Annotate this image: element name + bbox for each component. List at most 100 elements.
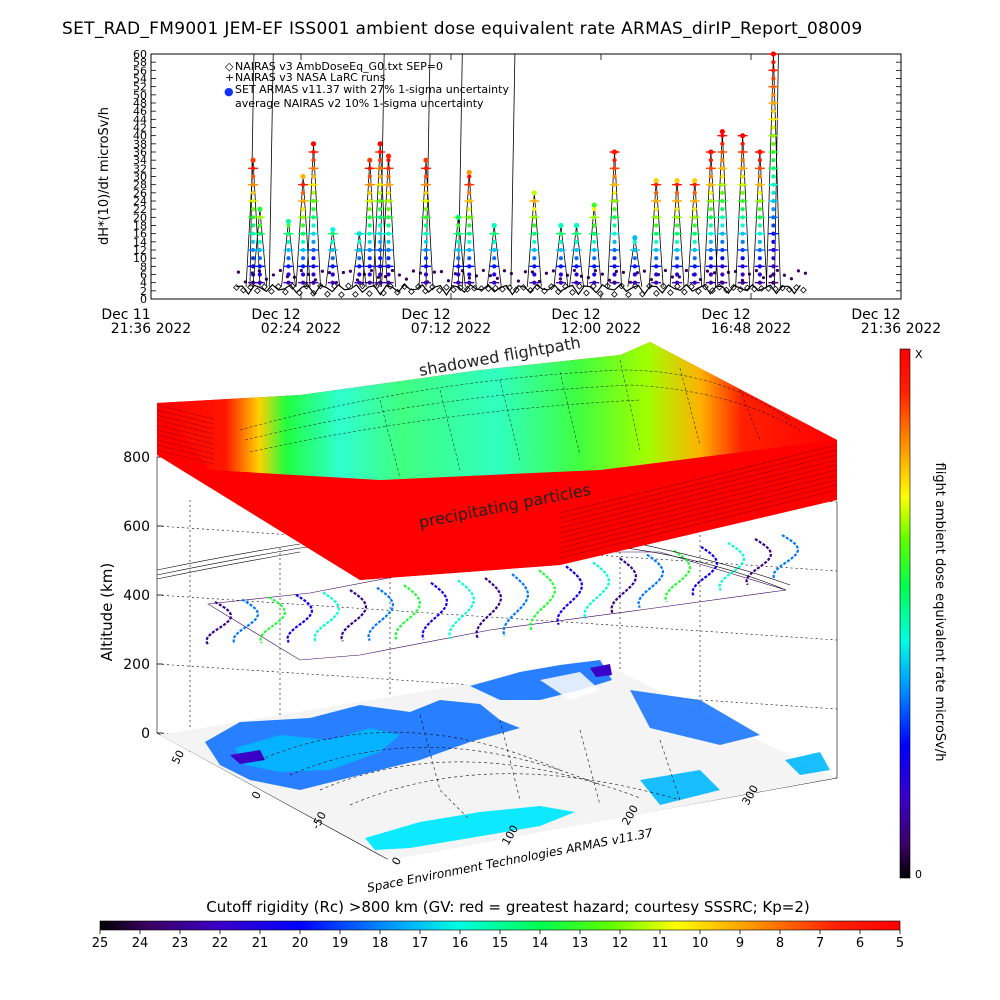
y-tick-label: 46 [133,105,147,118]
y-tick-label: 20 [133,211,147,224]
rigidity-tick-label: 6 [856,936,864,951]
nairas-point [723,286,730,294]
rigidity-ticks: 25 24 23 22 21 20 19 18 17 16 15 14 13 12 11 10 9 8 7 6 5 [92,930,904,951]
y-tick-label: 40 [133,130,147,143]
armas-point [674,272,680,277]
nairas-point [709,287,716,295]
armas-point [612,256,617,261]
armas-point [692,190,697,195]
armas-point [257,272,262,277]
armas-point [467,272,472,277]
rigidity-tick-label: 12 [612,936,629,951]
armas-point [740,174,745,179]
armas-point [467,276,472,280]
armas-point [236,270,241,274]
armas-point [311,223,316,228]
armas-point [558,256,563,261]
armas-peak [285,218,292,225]
legend-label: average NAIRAS v2 10% 1-sigma uncertaint… [235,97,484,110]
armas-point [757,223,762,228]
y-tick-label: 42 [133,122,147,135]
world-map-floor [160,660,835,860]
armas-point [404,277,409,281]
z-tick-label: 200 [123,657,150,673]
x-tick-date: Dec 11 [101,307,150,323]
armas-point [592,207,597,212]
armas-point [456,239,461,244]
nairas-point [436,286,443,294]
armas-point [771,60,776,65]
armas-point [803,271,808,275]
nairas-point [240,286,247,294]
nairas-point [394,288,401,296]
armas-point [692,256,697,261]
rigidity-tick-label: 19 [332,936,349,951]
nairas-point [289,282,296,290]
orbit-track [691,545,719,597]
nairas-point [779,284,786,292]
armas-point [456,272,461,277]
orbit-track [718,541,746,591]
y-tick-label: 38 [133,138,147,151]
armas-point [300,239,306,244]
x-tick-time: 02:24 2022 [261,321,341,337]
armas-point [311,158,316,163]
nairas-point [457,284,464,292]
armas-point [390,268,395,273]
armas-point [300,190,306,195]
armas-peak-line [627,237,643,287]
nairas-point [324,290,331,298]
armas-peak [573,222,580,229]
armas-peak [770,51,776,57]
x-tick-date: Dec 12 [251,307,300,323]
armas-point [386,158,391,163]
nairas-point [408,288,415,295]
armas-point [593,269,598,273]
y-tick-label: 56 [133,64,147,77]
nairas-spike [425,53,431,287]
armas-point [257,239,262,244]
nairas-point [611,291,618,298]
armas-point [692,207,697,212]
armas-point [692,272,697,277]
armas-point [367,239,372,244]
armas-point [330,256,335,261]
nairas-point [737,286,744,293]
legend: ◇ NAIRAS v3 AmbDoseEq_G0.txt SEP=0 + NAI… [224,60,509,110]
armas-point [423,190,429,195]
armas-peak [558,222,564,229]
armas-point [355,278,360,282]
nairas-spike [457,53,463,287]
slab-edge [156,449,215,465]
armas-point [768,274,773,278]
armas-point [532,272,537,277]
armas-point [771,174,776,179]
armas-point [423,207,429,212]
armas-point [300,256,306,261]
armas-point [705,269,710,273]
nairas-point [618,282,625,290]
nairas-point [534,283,541,291]
slab-edge [156,434,215,450]
armas-point [607,278,612,282]
armas-point [378,190,383,195]
armas-point [612,207,617,212]
armas-peak [310,141,317,147]
armas-point [320,269,325,273]
armas-peak [757,149,763,155]
nairas-point [247,283,254,291]
armas-point [558,277,563,281]
armas-point [311,207,316,212]
nairas-point [730,284,737,291]
armas-point [708,174,713,179]
series-layer [233,51,808,299]
dose-colorbar: X 0 flight ambient dose equivalent rate … [899,348,947,881]
nairas-point [359,282,366,290]
armas-point [708,272,713,277]
nairas-point [415,283,422,291]
nairas-point [450,286,457,294]
nairas-spike [268,53,274,287]
slab-edge [156,404,215,420]
armas-point [612,190,617,195]
armas-point [386,207,391,212]
